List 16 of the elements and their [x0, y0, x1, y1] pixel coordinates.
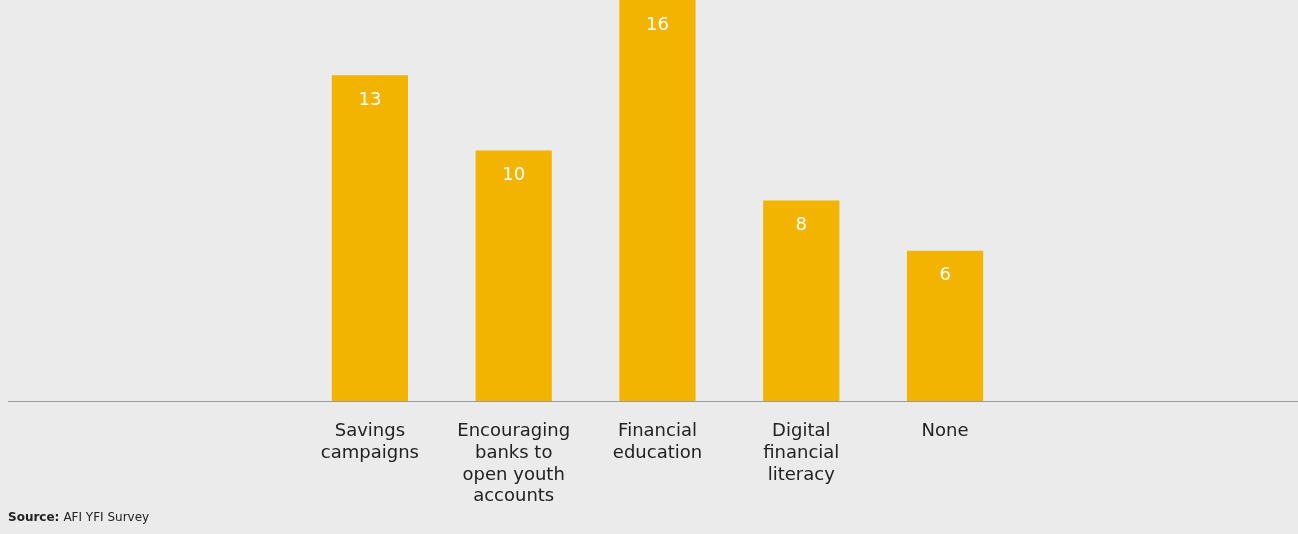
bar	[906, 250, 984, 401]
data-label: 6	[939, 263, 951, 285]
x-tick-label: None	[921, 419, 969, 441]
data-label: 13	[358, 87, 382, 109]
x-tick-label: Financial education	[612, 419, 703, 463]
bar	[475, 150, 552, 401]
bar	[763, 200, 840, 401]
data-label: 10	[502, 163, 526, 185]
source-note: Source: AFI YFI Survey	[8, 510, 150, 524]
bar	[619, 0, 696, 401]
bar	[331, 75, 409, 401]
x-tick-label: Encouraging banks to open youth accounts	[457, 419, 571, 506]
data-label: 8	[795, 213, 808, 235]
x-tick-label: Savings campaigns	[320, 419, 419, 463]
data-label: 16	[646, 12, 669, 34]
x-tick-label: Digital financial literacy	[763, 419, 840, 484]
